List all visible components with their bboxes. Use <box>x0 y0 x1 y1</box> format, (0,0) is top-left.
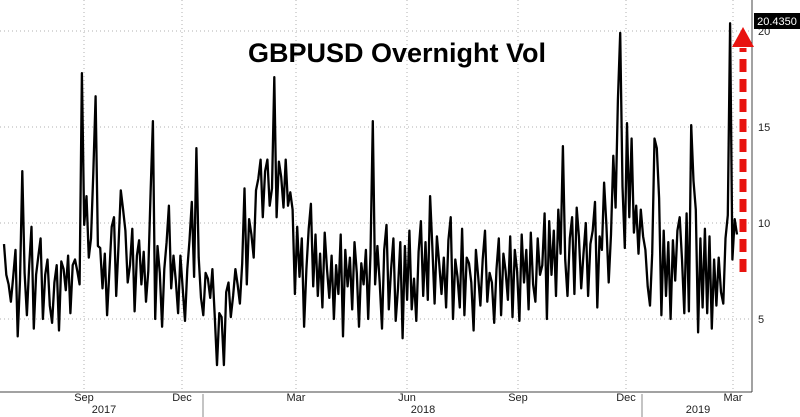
arrow-head <box>732 27 754 47</box>
series-line <box>2 22 739 367</box>
x-tick-label: Jun <box>398 392 416 404</box>
y-tick-label: 5 <box>758 314 764 326</box>
x-tick-label: Dec <box>172 392 192 404</box>
x-tick-label: Mar <box>724 392 743 404</box>
y-tick-label: 10 <box>758 218 770 230</box>
x-tick-label: Sep <box>74 392 94 404</box>
x-tick-label: Mar <box>287 392 306 404</box>
x-tick-label: Dec <box>616 392 636 404</box>
year-label: 2017 <box>92 404 116 416</box>
x-tick-label: Sep <box>508 392 528 404</box>
y-tick-label: 15 <box>758 122 770 134</box>
series-layer <box>2 22 739 367</box>
year-label: 2018 <box>411 404 435 416</box>
annotation-layer: 20.4350 <box>732 13 800 272</box>
last-value-tag <box>754 13 800 29</box>
year-label: 2019 <box>686 404 710 416</box>
chart-title: GBPUSD Overnight Vol <box>248 38 546 68</box>
last-value-label: 20.4350 <box>757 16 797 28</box>
